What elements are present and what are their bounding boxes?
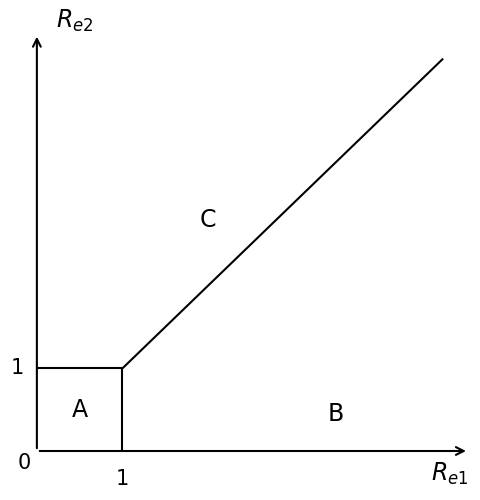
Text: 1: 1 bbox=[11, 358, 24, 378]
Text: 0: 0 bbox=[17, 452, 31, 472]
Text: B: B bbox=[328, 402, 344, 426]
Text: 1: 1 bbox=[116, 469, 129, 489]
Text: A: A bbox=[72, 398, 88, 421]
Text: C: C bbox=[200, 208, 216, 232]
Text: $R_{e2}$: $R_{e2}$ bbox=[56, 8, 93, 34]
Text: $R_{e1}$: $R_{e1}$ bbox=[432, 461, 469, 487]
